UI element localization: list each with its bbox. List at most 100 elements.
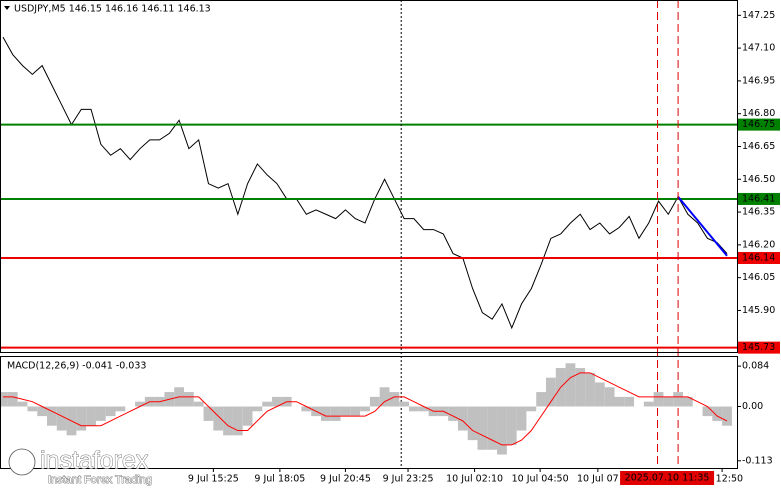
- y-tick-label: 146.05: [742, 272, 775, 283]
- macd-bar: [526, 406, 537, 412]
- macd-bar: [203, 406, 214, 421]
- macd-bar: [712, 406, 723, 421]
- macd-bar: [252, 406, 263, 412]
- macd-bar: [301, 406, 312, 412]
- macd-bar: [184, 392, 194, 407]
- macd-bar: [193, 401, 204, 407]
- macd-bar: [262, 401, 273, 407]
- x-tick-label: 9 Jul 15:25: [188, 474, 239, 485]
- level-label: 145.73: [742, 342, 775, 353]
- macd-bar: [546, 377, 556, 407]
- macd-bar: [350, 406, 361, 417]
- macd-bar: [653, 392, 664, 407]
- macd-bar: [213, 406, 224, 431]
- y-tick-label: 0.00: [742, 401, 763, 412]
- macd-bar: [418, 406, 429, 412]
- macd-bar: [624, 396, 635, 407]
- macd-bar: [477, 406, 488, 450]
- macd-bar: [663, 396, 674, 407]
- macd-bar: [86, 406, 96, 426]
- x-tick-label: 10 Jul 04:50: [512, 474, 569, 485]
- axis-layer: 147.25 147.10 146.95 146.80 146.65 146.50 146.…: [188, 10, 780, 485]
- macd-bar: [643, 401, 654, 407]
- macd-bar: [105, 406, 116, 417]
- y-tick-label: 147.10: [742, 43, 775, 54]
- macd-bar: [487, 406, 498, 450]
- watermark: instaforex Instant Forex Trading: [8, 446, 152, 486]
- macd-bar: [516, 406, 527, 431]
- level-label-box: [738, 192, 780, 205]
- macd-bar: [448, 406, 458, 421]
- marks-layer: [0, 0, 737, 468]
- level-label: 146.41: [742, 193, 775, 204]
- macd-bar: [614, 396, 625, 407]
- y-tick-label: 146.20: [742, 239, 775, 250]
- y-tick-label: 147.25: [742, 10, 775, 21]
- x-tick-label: 10 Jul 02:10: [446, 474, 503, 485]
- macd-bar: [379, 387, 390, 407]
- x-tick-label: Jul 12:50: [700, 474, 743, 485]
- menu-icon: [4, 6, 10, 10]
- y-tick-label: 146.65: [742, 141, 775, 152]
- macd-bar: [272, 396, 282, 407]
- macd-bar: [594, 382, 605, 407]
- macd-bar: [232, 406, 243, 436]
- level-label-box: [738, 118, 780, 131]
- macd-bar: [457, 406, 468, 431]
- price-line: [2, 36, 728, 330]
- macd-bar: [399, 401, 410, 407]
- macd-bar: [389, 392, 400, 407]
- y-tick-label: 146.35: [742, 207, 775, 218]
- y-tick-label: 146.80: [742, 108, 775, 119]
- x-tick-label: 10 Jul 07: [577, 474, 619, 485]
- y-tick-label: 0.084: [742, 361, 769, 372]
- macd-bar: [27, 406, 38, 412]
- macd-bar: [575, 368, 586, 407]
- macd-bar: [565, 363, 576, 407]
- macd-bar: [467, 406, 478, 441]
- y-tick-label: -0.113: [742, 455, 773, 466]
- macd-bar: [604, 387, 615, 407]
- x-tick-label: 9 Jul 20:45: [320, 474, 371, 485]
- macd-bar: [56, 406, 67, 431]
- macd-bar: [497, 406, 507, 455]
- macd-bar: [722, 406, 732, 426]
- y-tick-label: 146.50: [742, 174, 775, 185]
- level-label-box: [738, 341, 780, 354]
- cursor-label: 2025.07.10 11:35: [625, 473, 710, 484]
- macd-bar: [95, 406, 106, 421]
- macd-bar: [340, 406, 351, 417]
- signal-line: [3, 372, 728, 446]
- watermark-brand: instaforex: [40, 447, 149, 475]
- y-tick-label: 145.90: [742, 305, 775, 316]
- macd-bar: [223, 406, 233, 436]
- macd-bar: [0, 392, 8, 407]
- macd-bar: [47, 406, 57, 426]
- level-label: 146.75: [742, 119, 775, 130]
- macd-bar: [37, 406, 48, 417]
- macd-bar: [536, 392, 546, 407]
- watermark-tagline: Instant Forex Trading: [48, 474, 152, 486]
- watermark-logo: [8, 448, 36, 476]
- macd-bar: [682, 396, 693, 407]
- x-tick-label: 9 Jul 23:25: [383, 474, 434, 485]
- price-pane-frame: [0, 0, 738, 353]
- macd-bar: [76, 406, 87, 431]
- macd-bar: [506, 406, 517, 445]
- macd-bar: [320, 406, 331, 421]
- macd-bar: [409, 406, 419, 412]
- macd-title: MACD(12,26,9) -0.041 -0.033: [7, 361, 146, 372]
- macd-bar: [135, 401, 145, 407]
- macd-bar: [673, 392, 683, 407]
- macd-bar: [7, 392, 18, 407]
- level-label-box: [738, 251, 780, 264]
- macd-bar: [330, 406, 341, 421]
- chart-title: USDJPY,M5 146.15 146.16 146.11 146.13: [14, 4, 211, 15]
- y-tick-label: 146.95: [742, 75, 775, 86]
- macd-bar: [702, 406, 713, 417]
- macd-bar: [242, 406, 253, 426]
- macd-bar: [115, 406, 126, 412]
- trend-line: [677, 196, 728, 257]
